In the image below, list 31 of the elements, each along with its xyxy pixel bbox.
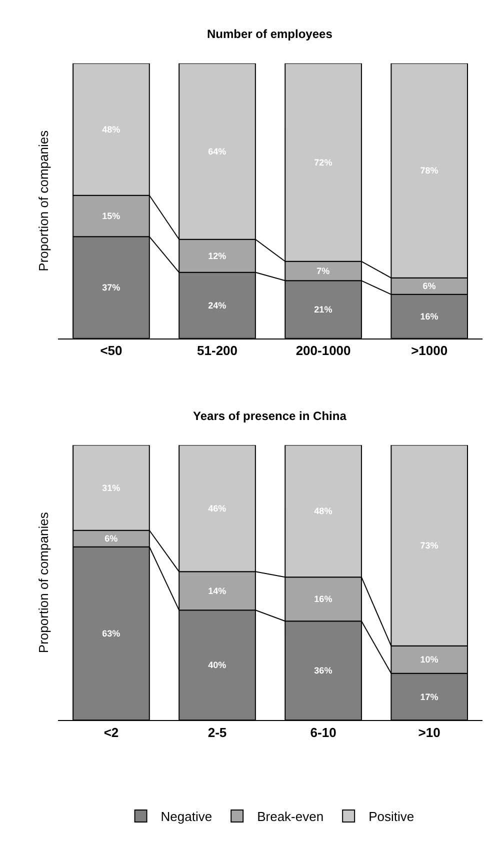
data-label: 12% [208,250,226,261]
data-label: 6% [104,534,118,544]
y-axis-title: Proportion of companies [36,512,52,654]
data-label: 40% [208,660,226,670]
legend-label: Positive [368,809,414,824]
data-label: 7% [316,266,330,276]
x-tick-label: 51-200 [197,343,238,358]
x-tick-label: 200-1000 [296,343,351,358]
chart-title: Number of employees [207,27,333,41]
data-label: 16% [314,594,332,604]
data-label: 24% [208,300,226,310]
x-tick-label: 6-10 [310,724,336,740]
x-tick-label: >1000 [411,343,448,358]
data-label: 36% [314,666,332,676]
data-label: 21% [314,304,332,315]
data-label: 63% [102,628,120,639]
y-axis-title: Proportion of companies [36,130,52,272]
legend-label: Negative [160,809,212,824]
chart-title: Years of presence in China [193,409,347,423]
data-label: 14% [208,586,226,596]
data-label: 15% [102,211,120,222]
data-label: 17% [420,692,438,702]
x-tick-label: >10 [418,724,440,740]
data-label: 37% [102,282,120,293]
data-label: 16% [420,311,438,322]
data-label: 6% [422,281,436,292]
data-label: 10% [420,654,438,665]
x-tick-label: 2-5 [208,724,227,740]
x-tick-label: <50 [100,343,122,358]
x-tick-label: <2 [104,724,119,740]
legend-label: Break-even [257,809,324,824]
